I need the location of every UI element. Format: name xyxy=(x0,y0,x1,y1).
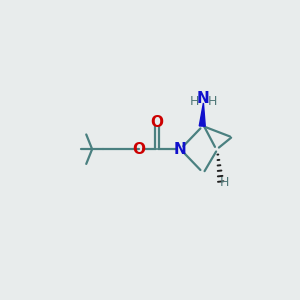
Text: O: O xyxy=(151,115,164,130)
Text: H: H xyxy=(208,94,217,108)
Text: N: N xyxy=(174,142,187,157)
Text: N: N xyxy=(197,91,210,106)
Text: O: O xyxy=(132,142,145,157)
Text: H: H xyxy=(220,176,230,189)
Polygon shape xyxy=(199,103,205,126)
Text: H: H xyxy=(190,94,199,108)
